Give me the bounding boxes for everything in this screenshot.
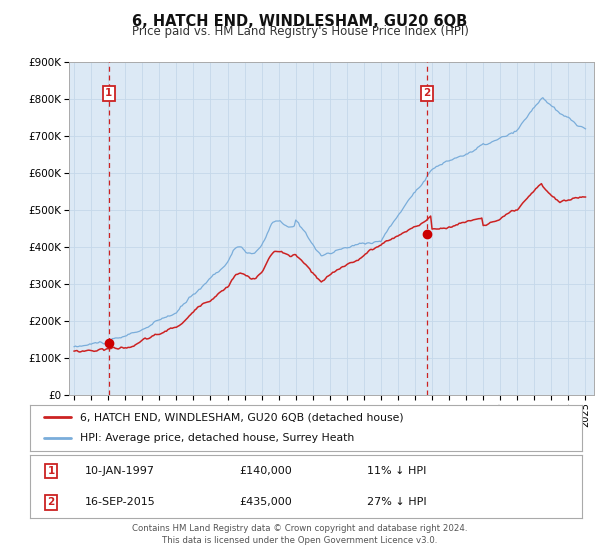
Text: 1: 1 (47, 466, 55, 476)
Text: 16-SEP-2015: 16-SEP-2015 (85, 497, 156, 507)
Text: 27% ↓ HPI: 27% ↓ HPI (367, 497, 427, 507)
Text: 11% ↓ HPI: 11% ↓ HPI (367, 466, 426, 476)
Text: Price paid vs. HM Land Registry's House Price Index (HPI): Price paid vs. HM Land Registry's House … (131, 25, 469, 38)
Text: Contains HM Land Registry data © Crown copyright and database right 2024.
This d: Contains HM Land Registry data © Crown c… (132, 524, 468, 545)
Text: 2: 2 (47, 497, 55, 507)
Text: £435,000: £435,000 (240, 497, 293, 507)
Text: 6, HATCH END, WINDLESHAM, GU20 6QB (detached house): 6, HATCH END, WINDLESHAM, GU20 6QB (deta… (80, 412, 403, 422)
Text: HPI: Average price, detached house, Surrey Heath: HPI: Average price, detached house, Surr… (80, 433, 354, 444)
Text: £140,000: £140,000 (240, 466, 293, 476)
Text: 2: 2 (424, 88, 431, 98)
Text: 6, HATCH END, WINDLESHAM, GU20 6QB: 6, HATCH END, WINDLESHAM, GU20 6QB (133, 14, 467, 29)
Text: 10-JAN-1997: 10-JAN-1997 (85, 466, 155, 476)
Text: 1: 1 (105, 88, 112, 98)
